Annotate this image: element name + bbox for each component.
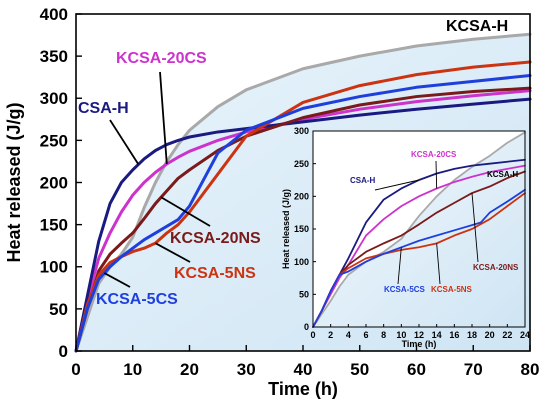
main-leader-line xyxy=(109,119,140,165)
inset-series-line-kcsa-20cs xyxy=(312,164,526,328)
main-series-line-kcsa-5cs xyxy=(74,74,532,353)
main-leader-line xyxy=(103,272,131,288)
inset-x-tick-label: 10 xyxy=(396,330,406,340)
main-series-label: KCSA-20CS xyxy=(116,50,207,67)
inset-x-tick-label: 12 xyxy=(414,330,424,340)
main-leader-line xyxy=(159,71,168,165)
inset-background-area xyxy=(313,132,525,327)
main-y-tick-label: 100 xyxy=(40,258,68,277)
inset-leader-line xyxy=(435,160,438,189)
main-x-tick-label: 70 xyxy=(464,360,483,379)
main-x-tick-label: 10 xyxy=(123,360,142,379)
inset-x-tick-label: 16 xyxy=(449,330,459,340)
inset-series-label: CSA-H xyxy=(350,176,376,185)
inset-leader-line xyxy=(436,243,441,285)
inset-y-axis-title: Heat released (J/g) xyxy=(281,189,291,269)
main-x-tick-label: 60 xyxy=(407,360,426,379)
main-series-line-kcsa-20ns xyxy=(74,86,532,353)
main-series-label: KCSA-20NS xyxy=(170,230,261,247)
main-x-tick-label: 0 xyxy=(71,360,80,379)
main-series-line-kcsa-20cs xyxy=(74,89,532,353)
inset-x-axis-title: Time (h) xyxy=(402,339,437,349)
main-y-tick-label: 200 xyxy=(40,173,68,192)
main-x-axis-title: Time (h) xyxy=(268,379,338,399)
inset-leader-line xyxy=(471,193,479,263)
main-y-tick-label: 250 xyxy=(40,131,68,150)
inset-x-tick-label: 4 xyxy=(346,330,351,340)
inset-y-tick-label: 150 xyxy=(294,224,309,234)
main-x-tick-label: 80 xyxy=(521,360,540,379)
main-x-tick-label: 50 xyxy=(350,360,369,379)
inset-x-tick-label: 24 xyxy=(520,330,530,340)
inset-series-line-kcsa-h xyxy=(312,131,526,328)
inset-x-tick-label: 8 xyxy=(381,330,386,340)
inset-y-tick-label: 50 xyxy=(299,289,309,299)
inset-series-label: KCSA-20CS xyxy=(411,150,457,159)
inset-x-tick-label: 18 xyxy=(467,330,477,340)
main-leader-line xyxy=(160,196,211,227)
inset-series-label: KCSA-H xyxy=(487,170,518,179)
inset-x-tick-label: 2 xyxy=(328,330,333,340)
inset-x-tick-label: 6 xyxy=(363,330,368,340)
inset-leader-line xyxy=(397,247,402,285)
inset-x-tick-label: 20 xyxy=(485,330,495,340)
inset-series-label: KCSA-5NS xyxy=(431,285,473,294)
inset-series-label: KCSA-5CS xyxy=(384,285,426,294)
inset-y-tick-label: 250 xyxy=(294,159,309,169)
main-x-tick-label: 40 xyxy=(294,360,313,379)
main-y-tick-label: 350 xyxy=(40,47,68,66)
inset-y-tick-label: 0 xyxy=(304,322,309,332)
inset-x-tick-label: 14 xyxy=(432,330,442,340)
inset-y-tick-label: 100 xyxy=(294,257,309,267)
main-leader-line xyxy=(155,242,191,263)
inset-x-tick-label: 0 xyxy=(310,330,315,340)
inset-leader-line xyxy=(374,179,420,191)
main-y-axis-title: Heat released (J/g) xyxy=(4,102,24,262)
inset-series-label: KCSA-20NS xyxy=(473,263,519,272)
main-y-tick-label: 0 xyxy=(59,342,68,361)
main-series-label: CSA-H xyxy=(78,100,129,117)
inset-y-tick-label: 200 xyxy=(294,191,309,201)
main-y-tick-label: 400 xyxy=(40,5,68,24)
inset-plot: 0 2 4 6 8 10 12 14 16 18 20 22 24050100150200250300T… xyxy=(281,126,530,349)
main-series-line-csa-h xyxy=(74,97,532,353)
main-x-tick-label: 30 xyxy=(237,360,256,379)
main-series-label: KCSA-5NS xyxy=(174,265,256,282)
main-series-label: KCSA-5CS xyxy=(96,291,178,308)
main-y-tick-label: 50 xyxy=(49,300,68,319)
inset-y-tick-label: 300 xyxy=(294,126,309,136)
main-y-tick-label: 300 xyxy=(40,89,68,108)
inset-series-line-kcsa-5cs xyxy=(312,188,526,328)
main-x-tick-label: 20 xyxy=(180,360,199,379)
main-series-line-kcsa-5ns xyxy=(74,60,532,353)
main-series-label: KCSA-H xyxy=(446,18,508,35)
inset-x-tick-label: 22 xyxy=(502,330,512,340)
main-y-tick-label: 150 xyxy=(40,216,68,235)
